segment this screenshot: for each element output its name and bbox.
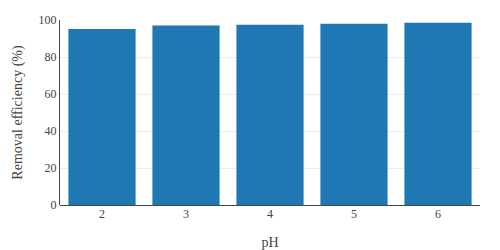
svg-text:6: 6: [435, 207, 441, 221]
svg-text:0: 0: [51, 198, 57, 212]
svg-text:100: 100: [39, 13, 57, 27]
svg-text:20: 20: [45, 161, 57, 175]
svg-text:2: 2: [99, 207, 105, 221]
svg-text:pH: pH: [261, 235, 278, 250]
svg-text:5: 5: [351, 207, 357, 221]
svg-text:40: 40: [45, 124, 57, 138]
svg-text:4: 4: [267, 207, 273, 221]
svg-text:80: 80: [45, 50, 57, 64]
svg-text:Removal efficiency (%): Removal efficiency (%): [10, 45, 26, 180]
svg-text:60: 60: [45, 87, 57, 101]
svg-text:3: 3: [183, 207, 189, 221]
